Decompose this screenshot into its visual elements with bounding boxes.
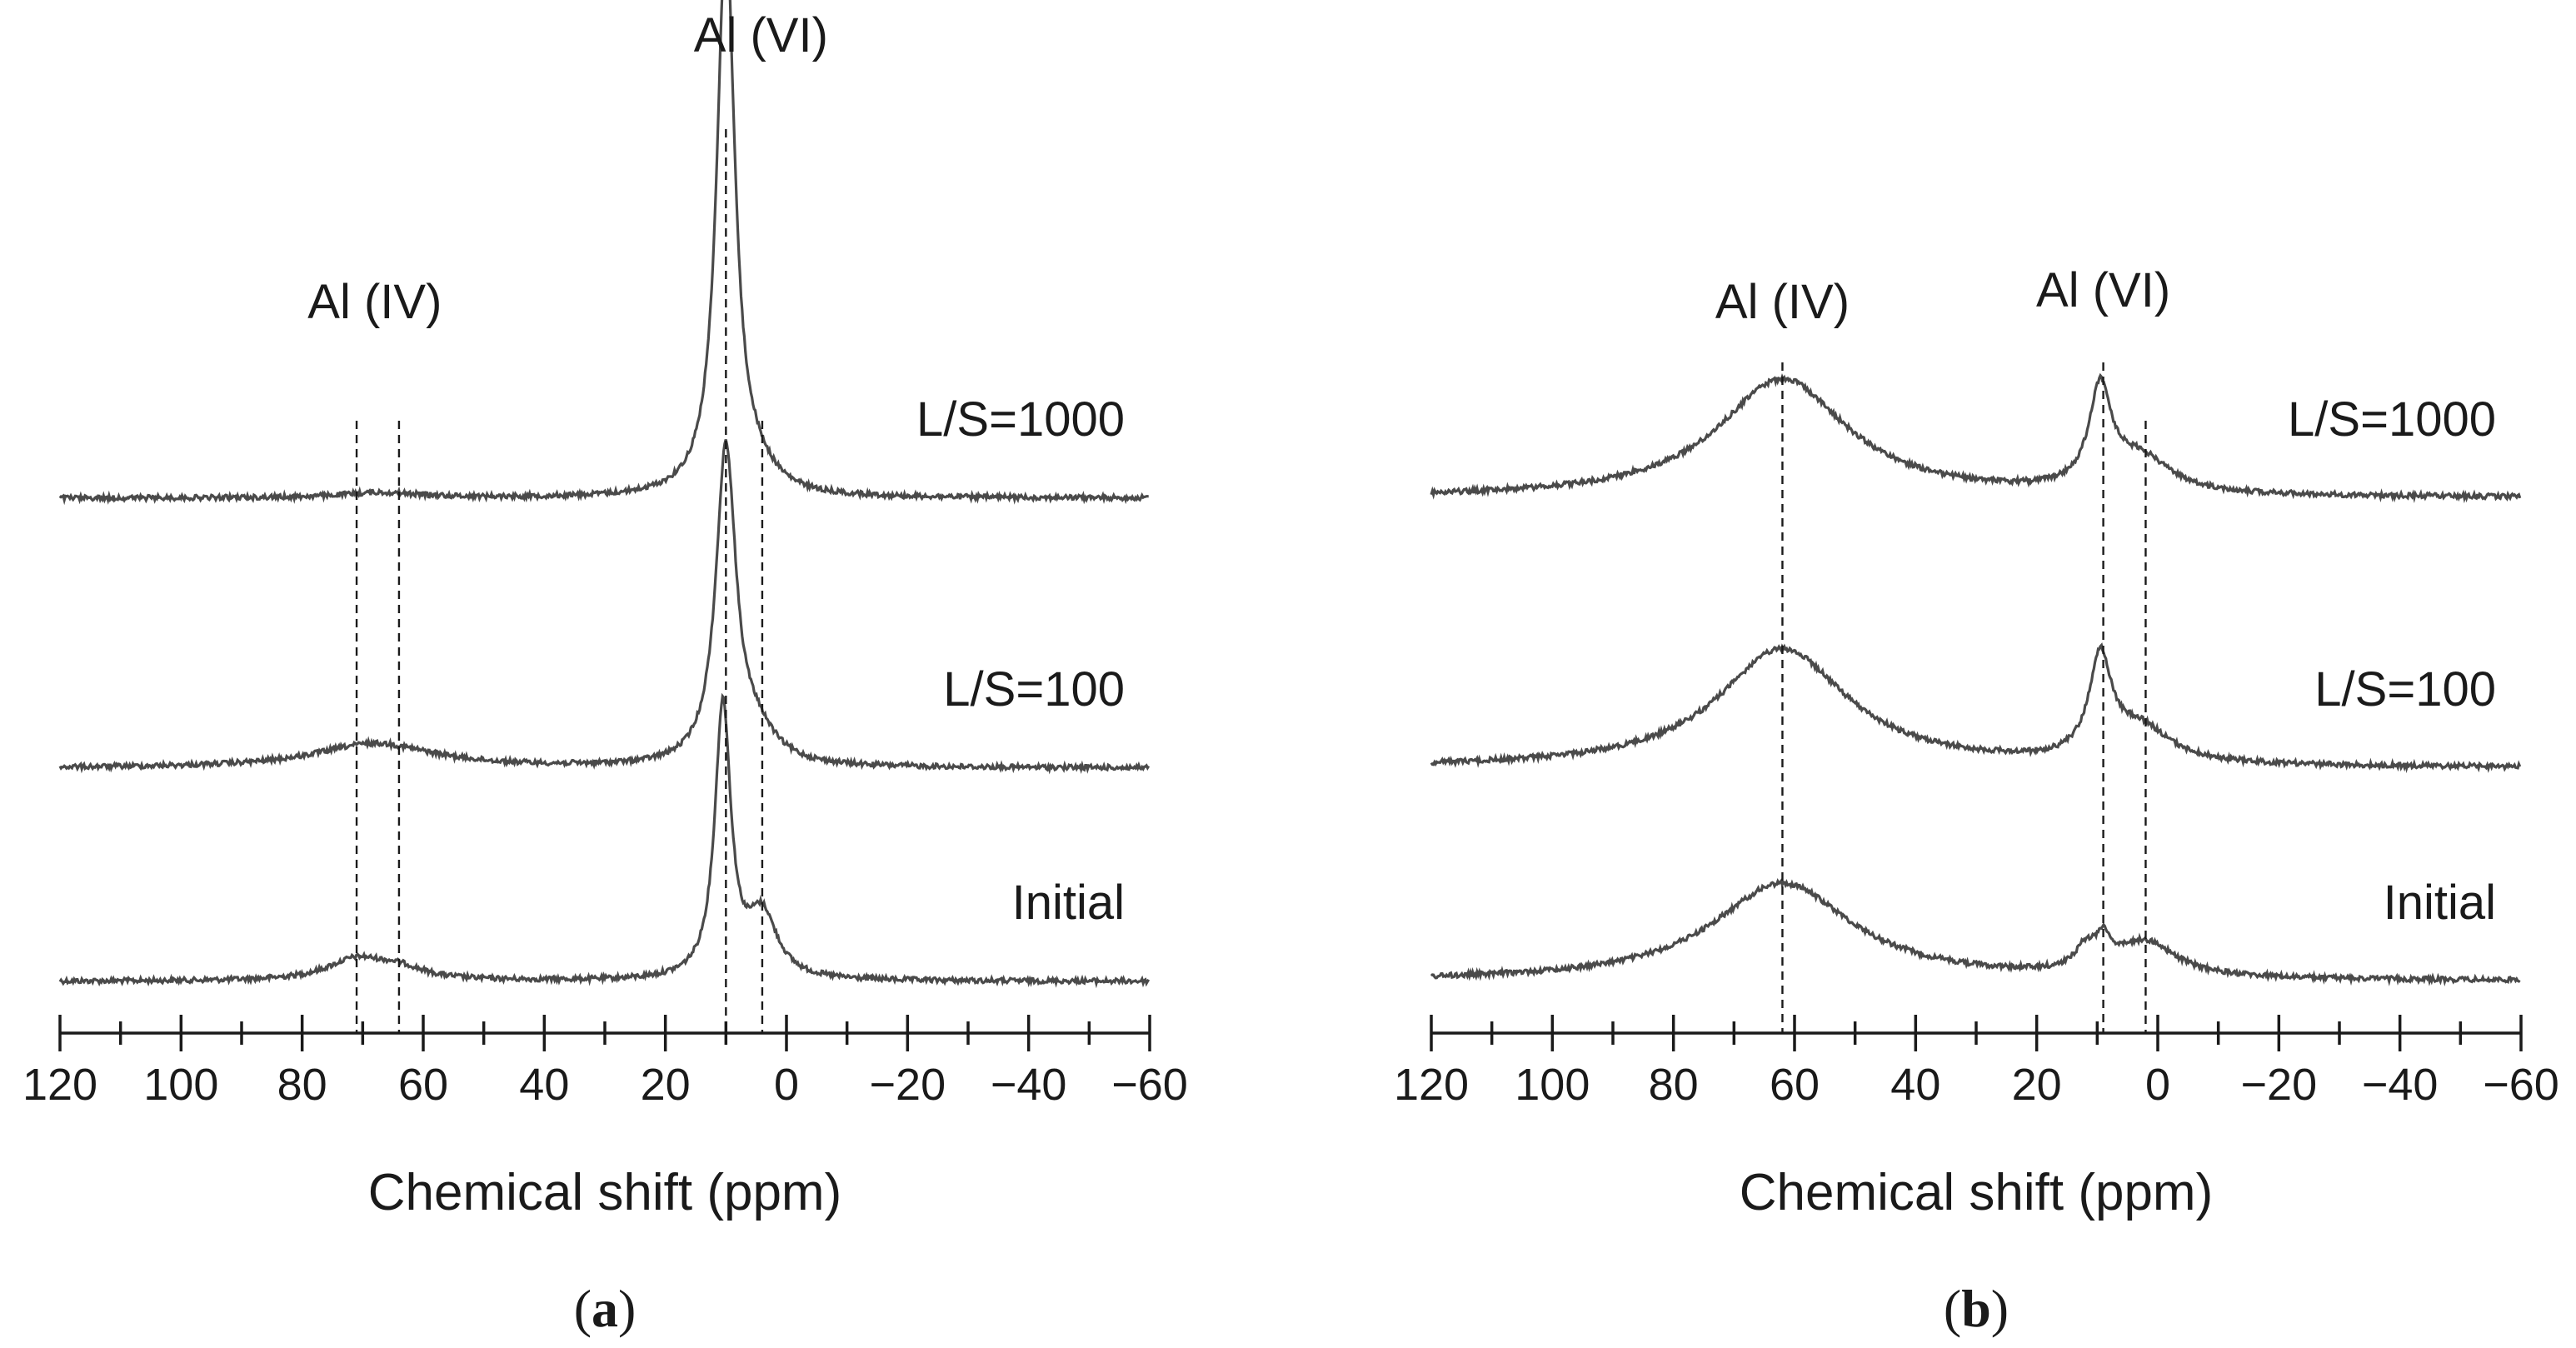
x-tick-label: 20 (2012, 1060, 2062, 1110)
x-tick-label: 60 (1770, 1060, 1820, 1110)
x-tick-label: 120 (1394, 1060, 1469, 1110)
x-tick-label: −20 (870, 1060, 946, 1110)
panel-a-trace-l-s-1000 (58, 0, 1149, 506)
panel-b-x-axis: 120 100 80 60 40 20 0 −20 −40 −60 (1394, 1015, 2559, 1110)
x-tick-label: 60 (398, 1060, 448, 1110)
panel-b-series-labels: Initial L/S=100 L/S=1000 (2288, 392, 2496, 930)
panel-a-traces (58, 0, 1151, 989)
x-tick-label: 40 (519, 1060, 569, 1110)
x-tick-label: 80 (277, 1060, 327, 1110)
panel-b-reference-lines (1781, 362, 2147, 1033)
panel-b-trace-initial (1430, 878, 2521, 986)
panel-b-x-axis-label: Chemical shift (ppm) (1740, 1164, 2213, 1221)
panel-b-tick-labels: 120 100 80 60 40 20 0 −20 −40 −60 (1394, 1060, 2559, 1110)
panel-b-letter: b (1961, 1279, 1991, 1338)
panel-a-label: (a) (574, 1279, 637, 1338)
panel-b-ticks (1430, 1015, 2523, 1051)
panel-a-annotation: Al (IV) (307, 275, 442, 329)
panel-a-series-label: L/S=1000 (916, 392, 1125, 447)
panel-a-letter: a (592, 1279, 618, 1338)
x-tick-label: 0 (2145, 1060, 2170, 1110)
x-tick-label: −20 (2241, 1060, 2318, 1110)
panel-a-ticks (58, 1015, 1151, 1051)
panel-b-series-label: Initial (2384, 876, 2496, 930)
panel-b-trace-l-s-100 (1430, 642, 2522, 774)
x-tick-label: 100 (143, 1060, 218, 1110)
x-tick-label: −40 (991, 1060, 1067, 1110)
panel-a-annotation: Al (VI) (694, 8, 828, 62)
panel-a-x-axis-label: Chemical shift (ppm) (368, 1164, 841, 1221)
panel-a-series-label: Initial (1012, 876, 1125, 930)
panel-a-x-axis: 120 100 80 60 40 20 0 −20 −40 −60 (22, 1015, 1188, 1110)
panel-b: 120 100 80 60 40 20 0 −20 −40 −60 Initial L/S=100 L… (1394, 263, 2559, 1338)
x-tick-label: 40 (1890, 1060, 1940, 1110)
panel-a: 120 100 80 60 40 20 0 −20 −40 −60 Initial L/S=100 L… (22, 0, 1188, 1338)
x-tick-label: −60 (1111, 1060, 1188, 1110)
panel-b-label: (b) (1944, 1279, 2009, 1338)
x-tick-label: 120 (22, 1060, 97, 1110)
panel-a-series-labels: Initial L/S=100 L/S=1000 (916, 392, 1125, 930)
x-tick-label: −40 (2362, 1060, 2439, 1110)
panel-a-annotations: Al (IV) Al (VI) (307, 8, 828, 329)
panel-b-annotation: Al (VI) (2036, 263, 2170, 317)
panel-a-trace-l-s-100 (58, 439, 1151, 775)
panel-b-traces (1430, 372, 2522, 986)
panel-b-trace-l-s-1000 (1430, 372, 2522, 504)
panel-b-series-label: L/S=100 (2314, 662, 2496, 716)
x-tick-label: 80 (1649, 1060, 1699, 1110)
x-tick-label: 0 (774, 1060, 799, 1110)
panel-a-reference-lines (355, 129, 764, 1033)
panel-a-series-label: L/S=100 (943, 662, 1125, 716)
panel-a-tick-labels: 120 100 80 60 40 20 0 −20 −40 −60 (22, 1060, 1188, 1110)
x-tick-label: 100 (1515, 1060, 1590, 1110)
panel-b-annotations: Al (IV) Al (VI) (1715, 263, 2170, 329)
x-tick-label: −60 (2483, 1060, 2559, 1110)
panel-b-annotation: Al (IV) (1715, 275, 1850, 329)
panel-b-series-label: L/S=1000 (2288, 392, 2496, 447)
panel-a-trace-initial (58, 692, 1151, 989)
x-tick-label: 20 (641, 1060, 691, 1110)
